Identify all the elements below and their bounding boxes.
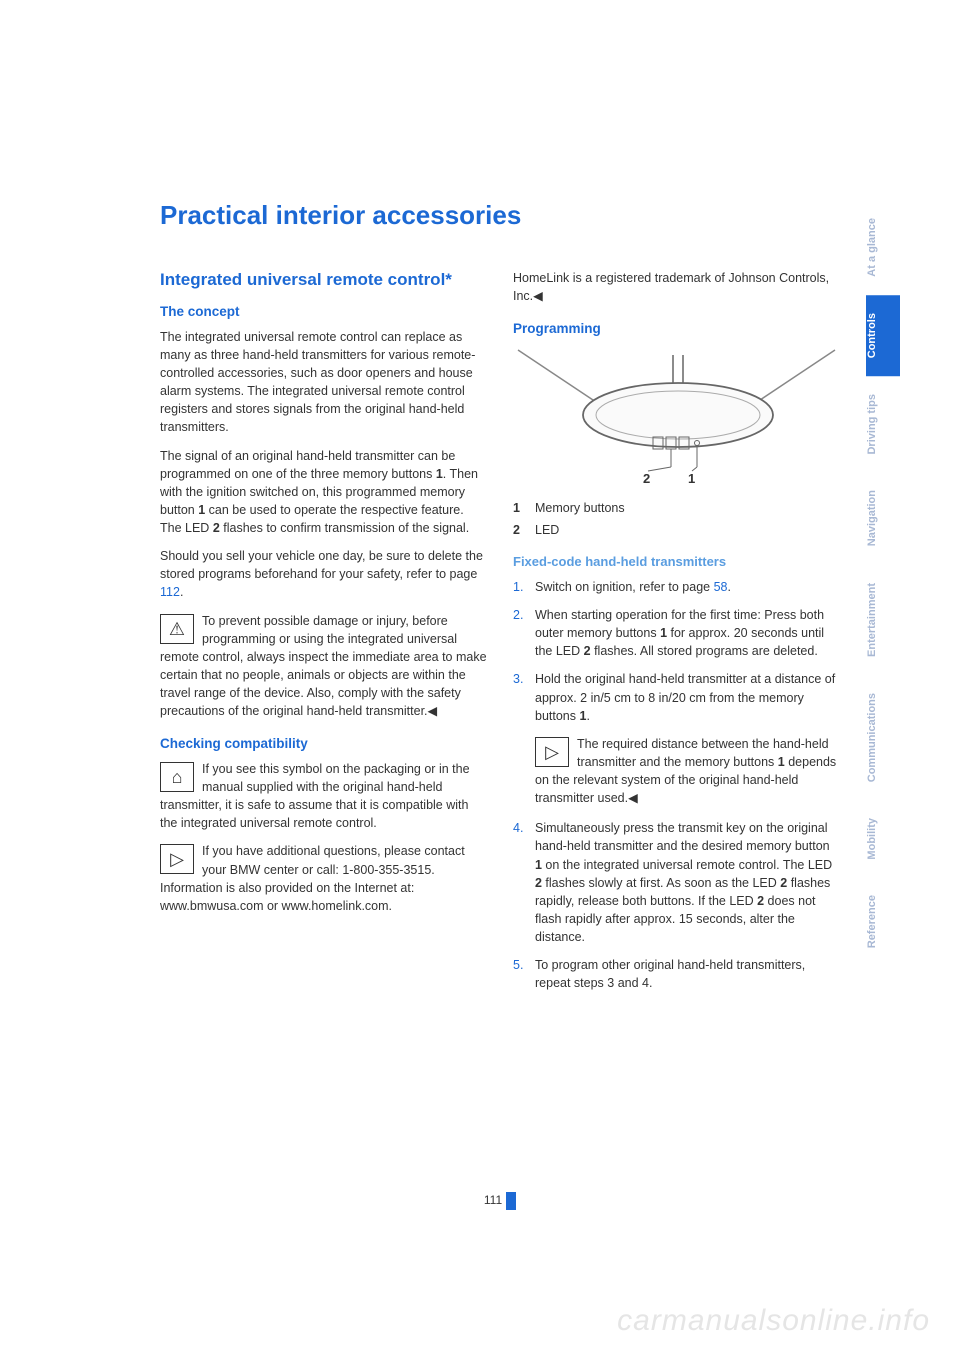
- house-icon: ⌂: [160, 762, 194, 792]
- trademark-note: HomeLink is a registered trademark of Jo…: [513, 269, 840, 305]
- warning-block: ⚠ To prevent possible damage or injury, …: [160, 612, 487, 721]
- diagram-legend: 1 Memory buttons 2 LED: [513, 499, 840, 539]
- tab-entertainment[interactable]: Entertainment: [866, 565, 900, 675]
- distance-note: ▷ The required distance between the hand…: [535, 735, 840, 808]
- step-1: 1. Switch on ignition, refer to page 58.: [513, 578, 840, 596]
- section-heading-remote: Integrated universal remote control*: [160, 269, 487, 290]
- steps-list-cont: 4. Simultaneously press the transmit key…: [513, 819, 840, 992]
- step-5: 5. To program other original hand-held t…: [513, 956, 840, 992]
- sub-heading-programming: Programming: [513, 319, 840, 339]
- sub-heading-concept: The concept: [160, 302, 487, 322]
- info-icon: ▷: [160, 844, 194, 874]
- legend-row-2: 2 LED: [513, 521, 840, 539]
- tab-navigation[interactable]: Navigation: [866, 472, 900, 564]
- page-ref-112[interactable]: 112: [160, 585, 180, 599]
- page-number: 111: [484, 1193, 502, 1207]
- mirror-diagram: 2 1: [513, 345, 840, 491]
- concept-p2: The signal of an original hand-held tran…: [160, 447, 487, 538]
- info-icon: ▷: [535, 737, 569, 767]
- watermark: carmanualsonline.info: [617, 1304, 930, 1338]
- step-4: 4. Simultaneously press the transmit key…: [513, 819, 840, 946]
- compat-p1: ⌂ If you see this symbol on the packagin…: [160, 760, 487, 833]
- left-column: Integrated universal remote control* The…: [160, 269, 487, 1002]
- page-content: Practical interior accessories Integrate…: [160, 200, 840, 1002]
- page-ref-58[interactable]: 58: [714, 580, 728, 594]
- page-title: Practical interior accessories: [160, 200, 840, 231]
- sub-heading-compat: Checking compatibility: [160, 734, 487, 754]
- section-tabs: At a glanceControlsDriving tipsNavigatio…: [866, 200, 900, 967]
- tab-controls[interactable]: Controls: [866, 295, 900, 376]
- steps-list: 1. Switch on ignition, refer to page 58.…: [513, 578, 840, 725]
- footer-accent-bar: [506, 1192, 516, 1210]
- tab-reference[interactable]: Reference: [866, 877, 900, 966]
- right-column: HomeLink is a registered trademark of Jo…: [513, 269, 840, 1002]
- two-column-layout: Integrated universal remote control* The…: [160, 269, 840, 1002]
- step-2: 2. When starting operation for the first…: [513, 606, 840, 660]
- tab-at-a-glance[interactable]: At a glance: [866, 200, 900, 295]
- svg-text:2: 2: [643, 471, 650, 486]
- sub-heading-fixed-code: Fixed-code hand-held transmitters: [513, 553, 840, 572]
- compat-p2: ▷ If you have additional questions, plea…: [160, 842, 487, 878]
- tab-communications[interactable]: Communications: [866, 675, 900, 800]
- tab-mobility[interactable]: Mobility: [866, 800, 900, 878]
- svg-text:1: 1: [688, 471, 695, 486]
- compat-p3: Information is also provided on the Inte…: [160, 879, 487, 915]
- concept-p3: Should you sell your vehicle one day, be…: [160, 547, 487, 601]
- legend-row-1: 1 Memory buttons: [513, 499, 840, 517]
- warning-icon: ⚠: [160, 614, 194, 644]
- page-footer: 111: [160, 1192, 840, 1210]
- step-3: 3. Hold the original hand-held transmitt…: [513, 670, 840, 724]
- concept-p1: The integrated universal remote control …: [160, 328, 487, 437]
- tab-driving-tips[interactable]: Driving tips: [866, 376, 900, 473]
